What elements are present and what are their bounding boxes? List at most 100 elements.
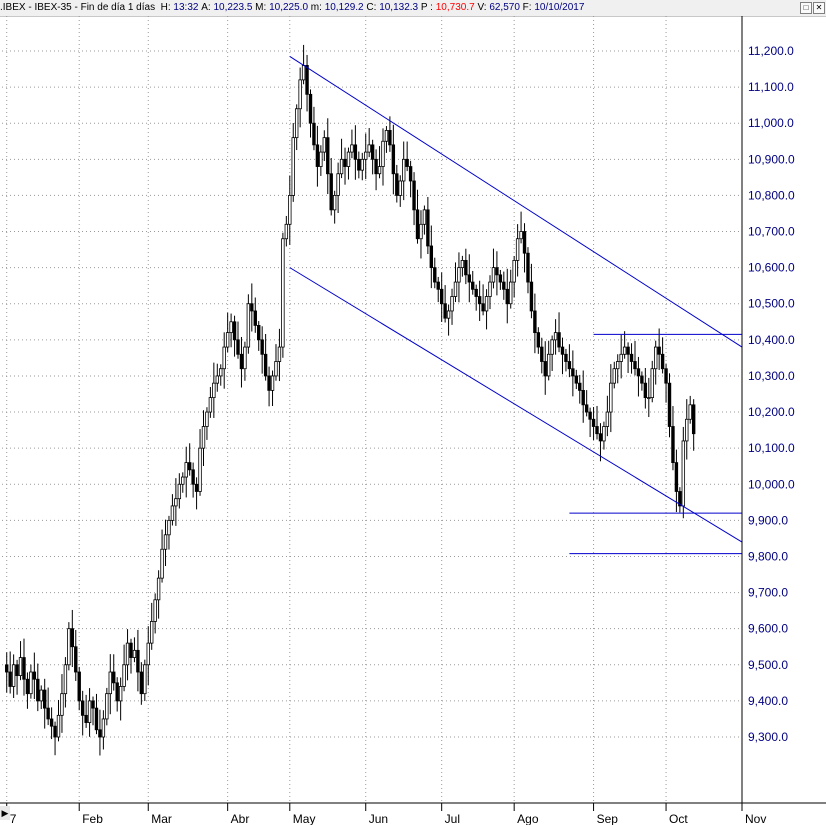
y-tick-label: 10,700.0 xyxy=(748,225,795,239)
header-field-label: C: xyxy=(363,2,380,13)
candle xyxy=(222,332,226,389)
candle-body xyxy=(467,274,471,283)
candle-body xyxy=(495,267,499,276)
candle-body xyxy=(536,332,541,348)
candle xyxy=(426,196,430,255)
candle-body xyxy=(505,288,509,305)
candle-body xyxy=(460,260,465,269)
candle-body xyxy=(122,664,126,687)
candle xyxy=(288,175,292,245)
candle xyxy=(181,472,185,493)
close-button[interactable]: ✕ xyxy=(813,2,825,14)
candle-body xyxy=(143,664,147,695)
candle xyxy=(484,289,489,330)
candle xyxy=(70,609,75,667)
candle-body xyxy=(502,281,506,290)
candle-body xyxy=(229,321,233,334)
candle xyxy=(5,652,9,693)
candle xyxy=(125,629,130,681)
candle-body xyxy=(398,180,402,196)
candle-body xyxy=(301,65,306,81)
candle xyxy=(374,149,378,191)
header-field-label: M: xyxy=(252,2,270,13)
maximize-button[interactable]: □ xyxy=(800,2,812,14)
candle-body xyxy=(605,411,610,427)
x-tick-label: Abr xyxy=(231,812,250,825)
candle-body xyxy=(281,238,285,348)
candle xyxy=(32,652,37,700)
candle-body xyxy=(49,718,54,727)
candle-body xyxy=(671,426,675,464)
candle-body xyxy=(39,689,43,702)
candle-body xyxy=(167,519,171,536)
candle xyxy=(346,147,351,180)
candle xyxy=(284,215,289,247)
candle xyxy=(667,373,672,438)
candle-body xyxy=(509,281,513,305)
candle-body xyxy=(678,491,682,507)
candle-body xyxy=(36,678,40,702)
candle-body xyxy=(595,426,599,435)
candle-body xyxy=(60,693,64,716)
candle-body xyxy=(446,310,451,319)
candle-body xyxy=(67,628,71,666)
candle xyxy=(329,157,333,216)
y-tick-label: 10,300.0 xyxy=(748,369,795,383)
candle-body xyxy=(42,689,47,709)
candle-body xyxy=(225,332,230,348)
candle-body xyxy=(429,245,434,269)
candle xyxy=(332,190,337,224)
candle-body xyxy=(294,108,299,139)
candle-body xyxy=(326,137,330,175)
candle-body xyxy=(74,646,78,673)
candle-body xyxy=(557,332,561,348)
candle-body xyxy=(308,93,313,124)
candle xyxy=(408,160,413,198)
candle-body xyxy=(263,353,268,377)
y-tick-label: 9,600.0 xyxy=(748,622,788,636)
x-tick-label: May xyxy=(293,812,316,825)
candle xyxy=(526,247,530,294)
upper-channel-line xyxy=(289,55,743,348)
candle xyxy=(122,644,126,692)
candle-body xyxy=(274,361,278,377)
candle-body xyxy=(346,151,351,167)
candle-body xyxy=(232,321,237,341)
candle xyxy=(671,406,675,471)
candle-body xyxy=(567,361,572,370)
candle xyxy=(522,223,527,273)
candle xyxy=(605,395,610,437)
candle xyxy=(612,361,616,389)
candle xyxy=(208,387,213,418)
candle xyxy=(464,248,468,285)
scroll-left-arrow-icon[interactable]: ▶ xyxy=(0,806,10,820)
candle-body xyxy=(98,729,102,738)
candle xyxy=(322,130,327,161)
header-field-label: A: xyxy=(198,2,214,13)
x-axis: 7 Feb Mar Abr May Jun Jul Ago Sep Oct Nov xyxy=(0,802,826,825)
candle xyxy=(201,410,206,466)
candle xyxy=(22,638,26,696)
candle xyxy=(533,293,537,354)
candle xyxy=(150,602,154,650)
candle-body xyxy=(353,144,358,160)
y-tick-label: 10,100.0 xyxy=(748,441,795,455)
y-tick-label: 11,100.0 xyxy=(748,80,794,94)
candle xyxy=(602,421,606,450)
candle-body xyxy=(591,418,596,427)
candle xyxy=(98,709,102,756)
candle xyxy=(509,269,513,309)
header-field-value: 10/10/2017 xyxy=(534,2,585,13)
candle-body xyxy=(288,195,292,225)
candle xyxy=(91,696,95,726)
candle xyxy=(546,340,551,381)
candle-body xyxy=(357,158,361,171)
y-tick-label: 10,800.0 xyxy=(748,188,795,202)
candle-body xyxy=(402,158,406,182)
candle-body xyxy=(588,411,592,420)
candle xyxy=(498,269,503,290)
candles xyxy=(5,44,696,756)
candle xyxy=(36,663,40,712)
candle-body xyxy=(305,65,309,95)
